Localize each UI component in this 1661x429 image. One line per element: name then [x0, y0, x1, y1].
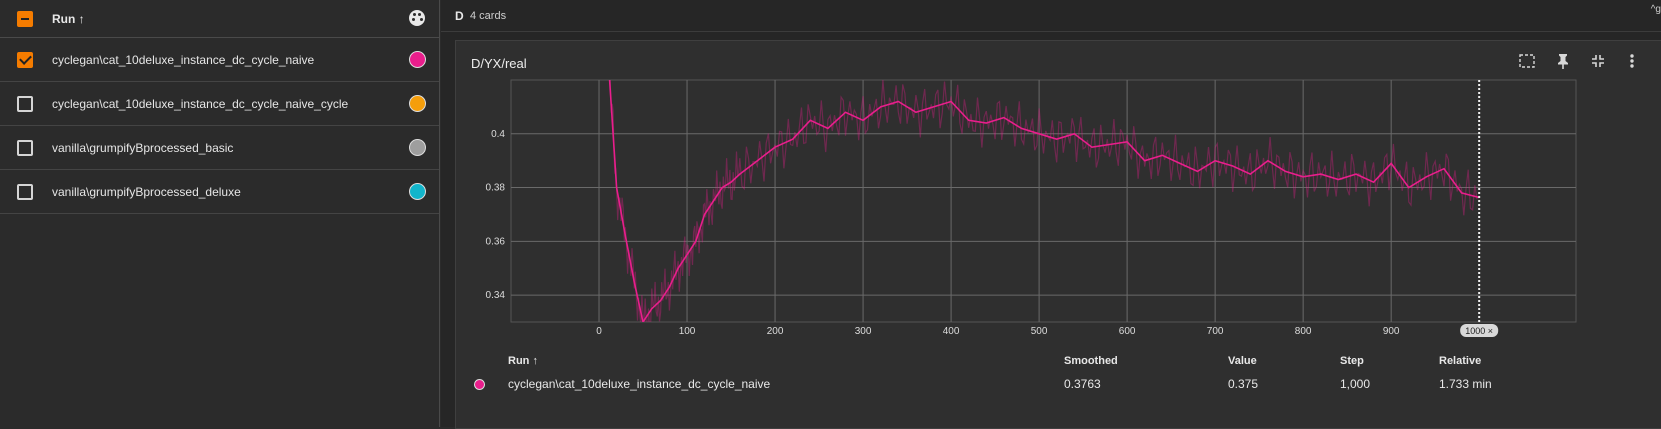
- col-value: Value: [1228, 355, 1257, 367]
- run-color-swatch[interactable]: [409, 51, 426, 68]
- run-label: cyclegan\cat_10deluxe_instance_dc_cycle_…: [52, 52, 315, 67]
- scalars-panel: D 4 cards ^g D/YX/real 0 100 200 300 400 500 6…: [441, 0, 1661, 429]
- group-corner-label: ^g: [1650, 4, 1661, 15]
- runs-sidebar: Run ↑ cyclegan\cat_10deluxe_instance_dc_…: [0, 0, 440, 427]
- x-value-pill: [1460, 324, 1499, 337]
- row-smoothed: 0.3763: [1064, 377, 1101, 391]
- card-toolbar: [1516, 50, 1661, 72]
- row-relative: 1.733 min: [1439, 377, 1492, 391]
- y-tick-label: 0.4: [491, 129, 505, 140]
- run-checkbox[interactable]: [17, 183, 33, 200]
- run-row[interactable]: cyclegan\cat_10deluxe_instance_dc_cycle_…: [0, 82, 439, 126]
- runs-header: Run ↑: [0, 0, 439, 38]
- x-tick-label: 800: [1295, 326, 1312, 337]
- run-row[interactable]: vanilla\grumpifyBprocessed_deluxe: [0, 170, 439, 214]
- row-step: 1,000: [1340, 377, 1371, 391]
- plot-frame: [510, 79, 1577, 323]
- x-tick-label: 300: [855, 326, 872, 337]
- run-row[interactable]: cyclegan\cat_10deluxe_instance_dc_cycle_…: [0, 38, 439, 82]
- y-tick-label: 0.36: [486, 236, 506, 247]
- y-tick-label: 0.34: [486, 290, 506, 301]
- x-tick-label: 0: [596, 326, 602, 337]
- row-value: 0.375: [1228, 377, 1259, 391]
- run-checkbox[interactable]: [17, 51, 33, 68]
- col-run[interactable]: Run ↑: [508, 355, 538, 367]
- y-tick-label: 0.38: [486, 183, 506, 194]
- row-run: cyclegan\cat_10deluxe_instance_dc_cycle_…: [508, 377, 771, 391]
- more-vert-icon[interactable]: [1621, 50, 1643, 72]
- palette-icon[interactable]: [409, 10, 425, 26]
- card-title: D/YX/real: [471, 56, 527, 71]
- line-chart[interactable]: 0 100 200 300 400 500 600 700 800 900 0.34 0.36 0.38…: [456, 75, 1661, 345]
- run-label: vanilla\grumpifyBprocessed_deluxe: [52, 184, 241, 199]
- select-all-checkbox[interactable]: [17, 10, 33, 27]
- col-relative: Relative: [1439, 355, 1482, 367]
- run-checkbox[interactable]: [17, 139, 33, 156]
- row-color-dot: [474, 379, 485, 390]
- x-tick-label: 700: [1207, 326, 1224, 337]
- tooltip-table: Run ↑ Smoothed Value Step Relative cycle…: [456, 349, 1661, 428]
- group-card-count: 4 cards: [470, 10, 507, 22]
- run-color-swatch[interactable]: [409, 95, 426, 112]
- x-tick-label: 200: [767, 326, 784, 337]
- fullscreen-icon[interactable]: [1516, 50, 1538, 72]
- pin-icon[interactable]: [1552, 50, 1574, 72]
- card-group-header[interactable]: D 4 cards ^g: [441, 0, 1661, 32]
- collapse-icon[interactable]: [1587, 50, 1609, 72]
- col-smoothed: Smoothed: [1064, 355, 1118, 367]
- x-tick-label: 900: [1383, 326, 1400, 337]
- x-tick-label: 100: [679, 326, 696, 337]
- run-color-swatch[interactable]: [409, 139, 426, 156]
- smoothed-series-line: [608, 80, 1480, 322]
- x-tick-label: 600: [1119, 326, 1136, 337]
- runs-sort-header[interactable]: Run ↑: [52, 11, 85, 26]
- run-row[interactable]: vanilla\grumpifyBprocessed_basic: [0, 126, 439, 170]
- x-value-pill-label: 1000 ×: [1465, 326, 1493, 336]
- group-name: D: [455, 9, 464, 23]
- x-tick-label: 400: [943, 326, 960, 337]
- run-color-swatch[interactable]: [409, 183, 426, 200]
- scalar-card: D/YX/real 0 100 200 300 400 500 600 700 800 900 0.…: [455, 40, 1661, 429]
- run-checkbox[interactable]: [17, 95, 33, 112]
- run-label: vanilla\grumpifyBprocessed_basic: [52, 140, 234, 155]
- col-step: Step: [1340, 355, 1364, 367]
- run-label: cyclegan\cat_10deluxe_instance_dc_cycle_…: [52, 96, 349, 111]
- x-tick-label: 500: [1031, 326, 1048, 337]
